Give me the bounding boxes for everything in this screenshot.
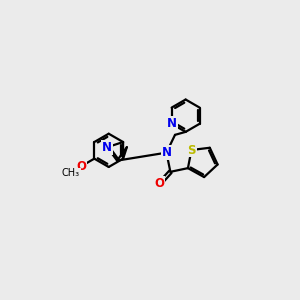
Text: N: N xyxy=(167,117,177,130)
Text: N: N xyxy=(102,141,112,154)
Text: O: O xyxy=(76,160,86,173)
Text: CH₃: CH₃ xyxy=(62,169,80,178)
Text: N: N xyxy=(161,146,172,159)
Text: S: S xyxy=(187,143,196,157)
Text: O: O xyxy=(154,177,164,190)
